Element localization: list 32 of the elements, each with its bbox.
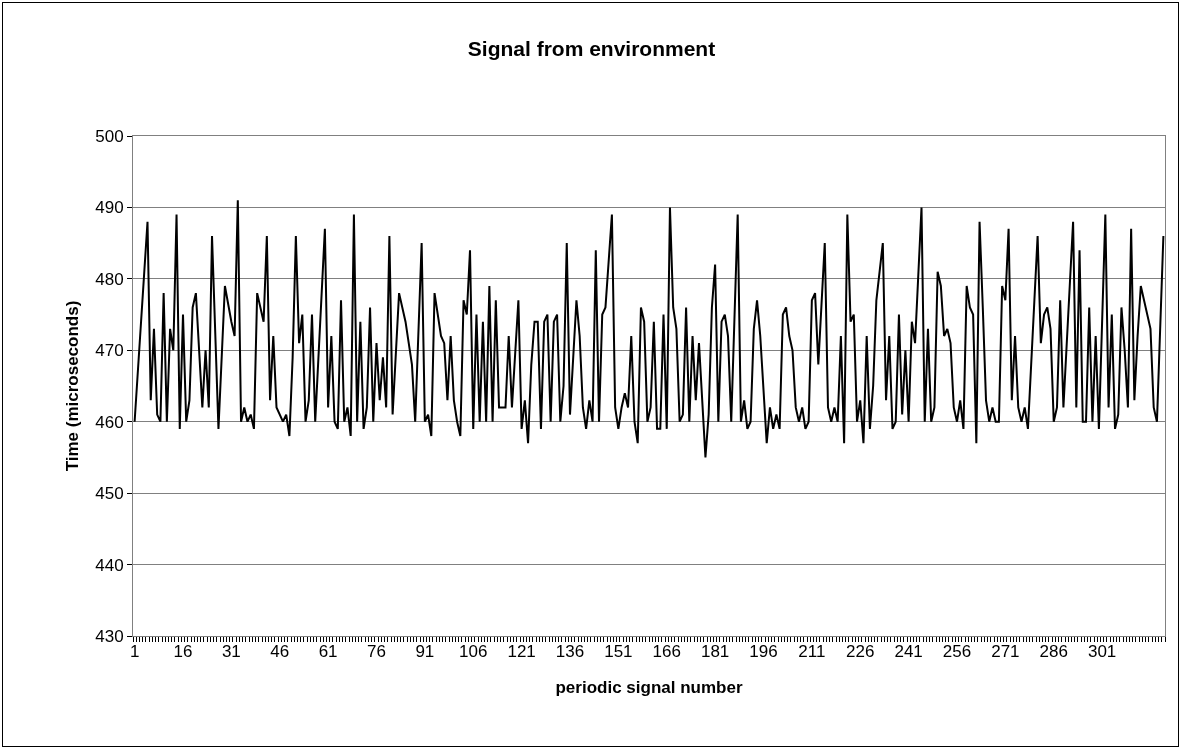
x-tick-label: 136 [555,642,585,662]
x-tick-label: 271 [991,642,1020,662]
y-tick-label: 450 [95,484,124,504]
x-tick-label: 106 [459,642,488,662]
chart-title: Signal from environment [467,37,716,61]
y-tick-label: 500 [95,126,124,146]
x-tick-label: 46 [270,642,290,662]
x-tick-label: 301 [1087,642,1117,662]
x-tick-label: 31 [221,642,241,662]
y-axis-title: Time (microseconds) [62,300,82,472]
x-tick-label: 151 [604,642,633,662]
y-tick-label: 470 [95,341,124,361]
x-tick-label: 196 [749,642,778,662]
x-tick-label: 1 [129,642,140,662]
y-tick-label: 460 [95,412,124,432]
x-tick-label: 91 [415,642,435,662]
x-tick-label: 121 [507,642,536,662]
x-tick-label: 76 [367,642,386,662]
y-tick-label: 480 [95,269,124,289]
x-tick-label: 211 [798,642,826,662]
x-tick-label: 16 [173,642,193,662]
x-tick-label: 61 [318,642,338,662]
x-tick-label: 256 [942,642,972,662]
x-tick-label: 226 [846,642,875,662]
x-axis-title: periodic signal number [555,677,743,697]
x-tick-label: 181 [700,642,730,662]
x-tick-label: 286 [1039,642,1068,662]
x-tick-label: 166 [652,642,681,662]
y-tick-label: 430 [95,626,124,646]
y-tick-label: 490 [95,198,124,218]
y-tick-label: 440 [95,555,124,575]
x-tick-label: 241 [894,642,923,662]
